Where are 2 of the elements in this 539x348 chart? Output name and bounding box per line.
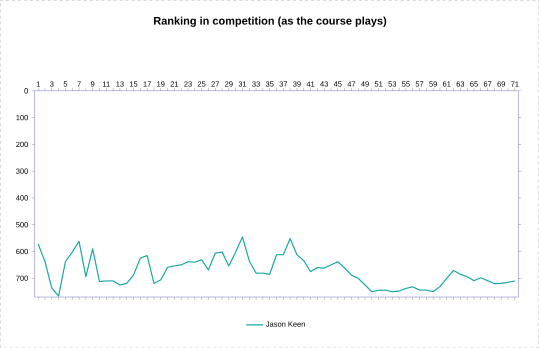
chart-title: Ranking in competition (as the course plays) (154, 16, 386, 27)
line-series (38, 236, 516, 297)
